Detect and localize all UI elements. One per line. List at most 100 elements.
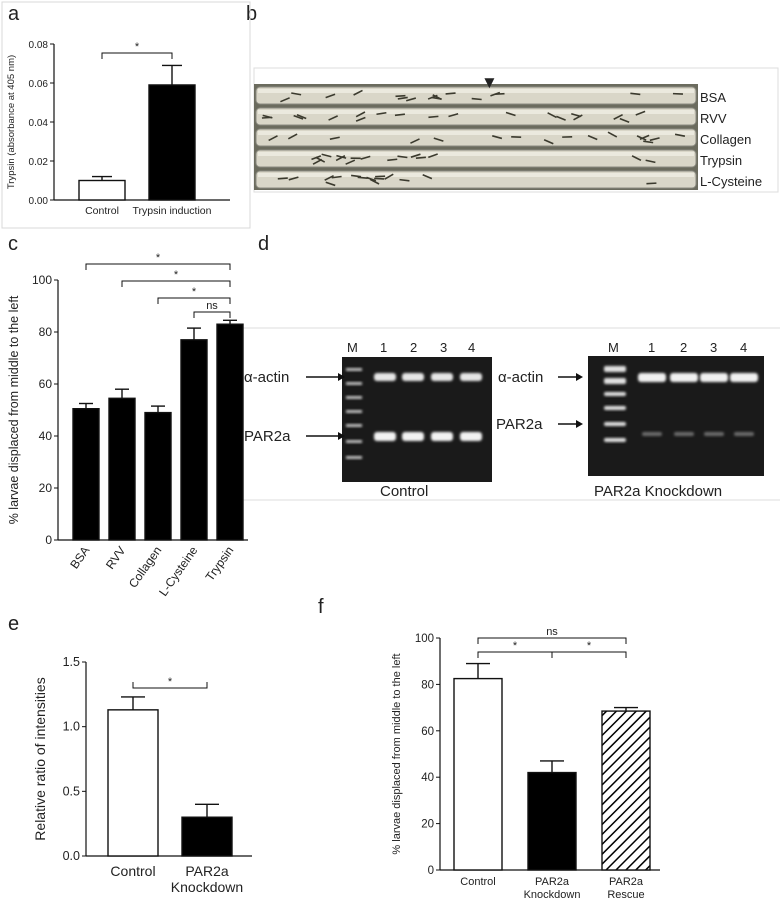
- par2a-band: [431, 432, 453, 441]
- gel-knockdown-lane-m: M: [608, 340, 619, 355]
- ladder-band: [604, 438, 626, 442]
- chart-a-y-tick-label: 0.04: [29, 118, 49, 129]
- larva: [399, 178, 410, 182]
- larva: [355, 116, 366, 122]
- larva: [291, 92, 302, 96]
- chart-c-bar: [144, 411, 172, 541]
- larva: [433, 137, 444, 142]
- gel-control-actin-label: α-actin: [244, 369, 289, 386]
- actin-band: [402, 373, 424, 381]
- tube-highlight: [258, 89, 694, 93]
- panel-label-b: b: [246, 3, 257, 25]
- par2a-band: [402, 432, 424, 441]
- chart-e-y-tick-label: 1.0: [63, 720, 80, 734]
- panel-b-tubes: ▼ BSA RVV Collagen Trypsin L-Cysteine: [253, 67, 779, 193]
- chart-c-category-label: Collagen: [126, 544, 165, 591]
- tube-rows: [255, 86, 697, 189]
- larva: [328, 115, 338, 121]
- larva: [315, 156, 326, 163]
- actin-band: [730, 373, 758, 382]
- chart-f-bar: [601, 710, 651, 871]
- larva: [607, 131, 618, 138]
- chart-a-significance-bracket: [101, 52, 173, 59]
- ladder-band: [604, 378, 626, 384]
- chart-e-y-tick-label: 0.0: [63, 849, 80, 863]
- larva: [288, 176, 299, 181]
- chart-e-y-tick-label: 0.5: [63, 784, 80, 798]
- chart-f-y-tick-label: 60: [421, 726, 434, 738]
- ladder-band: [346, 382, 362, 385]
- chart-a-y-tick-label: 0.00: [29, 196, 49, 207]
- larva: [547, 112, 557, 119]
- chart-e-category-label: Control: [110, 863, 155, 879]
- larva: [646, 182, 657, 185]
- chart-c-category-label: RVV: [103, 544, 129, 572]
- chart-c-bar: [216, 323, 244, 541]
- panel-label-a: a: [8, 3, 20, 25]
- larva: [587, 134, 598, 141]
- tube-label-rvv: RVV: [700, 111, 727, 126]
- larva: [432, 94, 442, 101]
- larva: [394, 113, 405, 117]
- larva: [376, 111, 387, 116]
- ladder-band: [346, 368, 362, 371]
- chart-c-y-tick-label: 100: [32, 273, 52, 287]
- chart-f-y-tick-label: 100: [415, 633, 434, 645]
- larva: [428, 115, 439, 119]
- par2a-band-faint: [642, 432, 662, 436]
- gel-knockdown-lane-4: 4: [740, 340, 747, 355]
- chart-c-significance-bracket: [193, 311, 231, 318]
- larva: [296, 114, 307, 120]
- ladder-band: [346, 456, 362, 459]
- chart-f-bar: [453, 677, 503, 871]
- center-marker-arrow: ▼: [481, 73, 498, 92]
- chart-f-y-axis-label: % larvae displaced from middle to the le…: [391, 653, 403, 854]
- chart-f-significance-label: *: [513, 640, 518, 652]
- chart-c-significance-label: *: [156, 252, 161, 264]
- actin-band: [670, 373, 698, 382]
- gel-control-caption: Control: [380, 483, 428, 500]
- larva: [505, 111, 516, 117]
- gel-knockdown-lane-1: 1: [648, 340, 655, 355]
- larva: [415, 156, 426, 159]
- chart-c: 0 20 40 60 80 100 % larvae displaced from midd…: [7, 252, 248, 599]
- larva: [573, 114, 583, 121]
- larva: [645, 159, 656, 164]
- chart-c-y-tick-label: 40: [39, 429, 53, 443]
- larva: [422, 173, 433, 180]
- chart-a-significance-label: *: [135, 41, 140, 53]
- larva: [471, 97, 482, 101]
- gel-knockdown-actin-label: α-actin: [498, 369, 543, 386]
- tube-label-trypsin: Trypsin: [700, 153, 742, 168]
- tube-label-l-cysteine: L-Cysteine: [700, 174, 762, 189]
- chart-c-bar: [108, 397, 136, 541]
- chart-f-significance-label: ns: [546, 626, 558, 638]
- larva: [636, 135, 647, 141]
- larva: [395, 94, 406, 98]
- chart-e-bar: [181, 816, 233, 857]
- gel-knockdown-lane-3: 3: [710, 340, 717, 355]
- ladder-band: [604, 366, 626, 372]
- par2a-band-faint: [734, 432, 754, 436]
- gel-control-par2a-label: PAR2a: [244, 428, 291, 445]
- actin-band: [700, 373, 728, 382]
- gel-knockdown-par2a-arrowhead: [576, 420, 583, 428]
- chart-f-category-label: PAR2a Knockdown: [524, 876, 581, 901]
- chart-c-significance-bracket: [85, 263, 231, 270]
- chart-a-category-label: Control: [85, 205, 119, 217]
- larva: [355, 111, 366, 118]
- chart-a-bar: [148, 84, 196, 201]
- chart-f-y-tick-label: 20: [421, 819, 434, 831]
- gel-knockdown-caption: PAR2a Knockdown: [594, 483, 722, 500]
- larva: [268, 135, 278, 142]
- tube-highlight: [258, 110, 694, 114]
- actin-band: [460, 373, 482, 381]
- chart-c-bar: [180, 339, 208, 541]
- larva: [613, 114, 623, 120]
- chart-c-bar: [72, 408, 100, 541]
- panel-label-e: e: [8, 613, 19, 635]
- ladder-band: [346, 424, 362, 427]
- larva: [490, 91, 501, 97]
- chart-c-y-axis-label: % larvae displaced from middle to the le…: [7, 295, 21, 524]
- chart-a-y-tick-label: 0.08: [29, 40, 49, 51]
